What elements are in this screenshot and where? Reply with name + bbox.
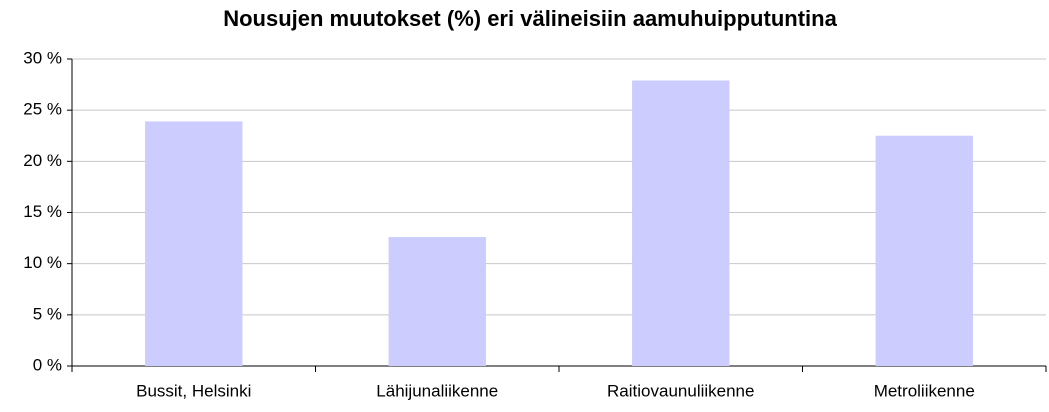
x-tick-label: Lähijunaliikenne — [376, 381, 498, 400]
chart-title: Nousujen muutokset (%) eri välineisiin a… — [223, 6, 837, 31]
y-tick-label: 25 % — [23, 100, 62, 119]
bar — [632, 80, 730, 367]
x-tick-label: Raitiovaunuliikenne — [607, 381, 754, 400]
y-tick-label: 10 % — [23, 253, 62, 272]
y-tick-label: 30 % — [23, 48, 62, 67]
bar — [145, 121, 243, 366]
y-tick-label: 5 % — [33, 304, 62, 323]
bar — [388, 237, 486, 366]
x-tick-label: Metroliikenne — [874, 381, 975, 400]
y-tick-label: 0 % — [33, 355, 62, 374]
x-tick-label: Bussit, Helsinki — [136, 381, 251, 400]
bar — [875, 135, 973, 366]
y-tick-label: 15 % — [23, 202, 62, 221]
y-tick-label: 20 % — [23, 151, 62, 170]
